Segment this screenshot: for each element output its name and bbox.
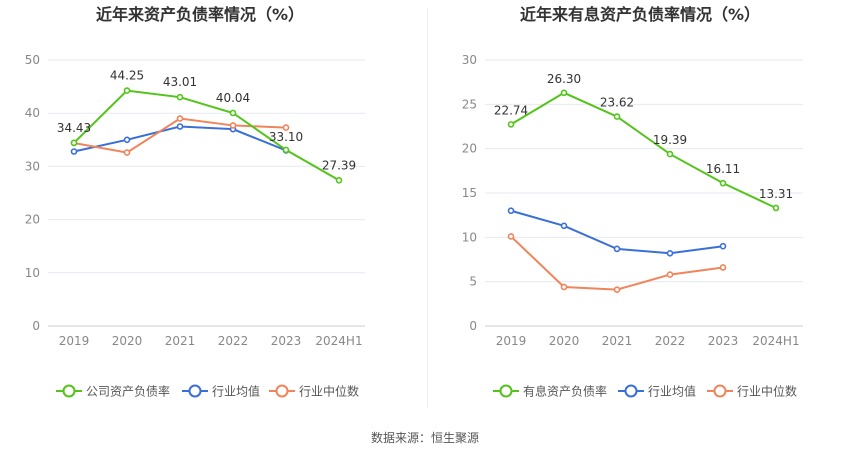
- data-point: [176, 93, 184, 101]
- data-point: [560, 283, 568, 291]
- data-point: [772, 204, 780, 212]
- x-tick-label: 2024H1: [752, 334, 799, 348]
- legend-label: 公司资产负债率: [86, 384, 170, 399]
- legend-item[interactable]: 公司资产负债率: [56, 384, 170, 399]
- legend-marker: [713, 384, 727, 398]
- data-point: [335, 176, 343, 184]
- chart-title: 近年来有息资产负债率情况（%）: [520, 5, 760, 24]
- legend-label: 有息资产负债率: [523, 384, 607, 399]
- x-tick-label: 2022: [655, 334, 686, 348]
- data-point: [123, 149, 131, 156]
- x-tick-label: 2021: [602, 334, 633, 348]
- y-tick-label: 20: [25, 213, 40, 227]
- y-tick-label: 5: [469, 275, 477, 289]
- y-tick-label: 15: [462, 186, 477, 200]
- chart-panel-2: 近年来有息资产负债率情况（%） 0 5 10 15 20 25 30 2019 2020 2021 2…: [462, 5, 803, 399]
- data-label: 23.62: [600, 96, 634, 110]
- data-point: [123, 87, 131, 94]
- legend-marker: [62, 384, 76, 398]
- data-point: [613, 286, 621, 293]
- data-point: [123, 136, 131, 144]
- y-tick-label: 40: [25, 106, 40, 120]
- data-label: 34.43: [57, 121, 91, 135]
- data-point: [719, 264, 727, 271]
- x-tick-label: 2020: [549, 334, 580, 348]
- data-point: [176, 115, 184, 122]
- data-point: [719, 179, 727, 187]
- data-label: 19.39: [653, 133, 687, 147]
- data-label: 26.30: [547, 72, 581, 86]
- x-tick-label: 2021: [165, 334, 196, 348]
- data-point: [70, 139, 78, 147]
- data-point: [666, 150, 674, 158]
- legend-label: 行业均值: [648, 384, 696, 399]
- legend-item[interactable]: 行业均值: [182, 384, 260, 399]
- y-tick-label: 20: [462, 142, 477, 156]
- legend-item[interactable]: 有息资产负债率: [493, 384, 607, 399]
- data-label: 27.39: [322, 158, 356, 172]
- data-label: 43.01: [163, 75, 197, 89]
- x-tick-label: 2019: [59, 334, 90, 348]
- data-label: 22.74: [494, 103, 528, 117]
- x-tick-label: 2019: [496, 334, 527, 348]
- x-tick-label: 2024H1: [315, 334, 362, 348]
- data-point: [560, 89, 568, 97]
- x-tick-label: 2020: [112, 334, 143, 348]
- data-source-note: 数据来源：恒生聚源: [370, 431, 479, 445]
- x-tick-label: 2023: [271, 334, 302, 348]
- data-point: [282, 146, 290, 154]
- legend-marker: [499, 384, 513, 398]
- x-tick-label: 2022: [218, 334, 249, 348]
- y-tick-label: 10: [462, 230, 477, 244]
- y-tick-label: 30: [462, 53, 477, 67]
- data-label: 33.10: [269, 130, 303, 144]
- data-point: [613, 245, 621, 253]
- data-point: [613, 113, 621, 120]
- y-tick-label: 50: [25, 53, 40, 67]
- y-tick-label: 25: [462, 97, 477, 111]
- y-tick-label: 30: [25, 159, 40, 173]
- legend-label: 行业中位数: [737, 384, 797, 399]
- data-point: [560, 222, 568, 230]
- data-point: [666, 249, 674, 257]
- legend-item[interactable]: 行业中位数: [707, 384, 797, 399]
- legend-item[interactable]: 行业均值: [618, 384, 696, 399]
- data-point: [229, 122, 237, 129]
- chart-panel-1: 近年来资产负债率情况（%） 0 10 20 30 40 50 2019 2020 2021 2022…: [25, 5, 365, 399]
- series-line: [73, 89, 340, 182]
- legend-item[interactable]: 行业中位数: [269, 384, 359, 399]
- data-point: [507, 121, 515, 128]
- data-point: [507, 207, 515, 215]
- data-point: [719, 242, 727, 250]
- legend-marker: [275, 384, 289, 398]
- data-point: [70, 148, 78, 155]
- data-point: [507, 233, 515, 240]
- data-point: [666, 271, 674, 278]
- legend-label: 行业中位数: [299, 384, 359, 399]
- x-tick-label: 2023: [708, 334, 739, 348]
- legend-marker: [188, 384, 202, 398]
- data-label: 44.25: [110, 69, 144, 83]
- data-label: 16.11: [706, 162, 740, 176]
- data-point: [282, 124, 290, 131]
- panel-divider: [427, 8, 428, 408]
- chart-title: 近年来资产负债率情况（%）: [96, 5, 304, 24]
- legend-marker: [624, 384, 638, 398]
- y-tick-label: 0: [32, 319, 40, 333]
- data-point: [229, 109, 237, 117]
- data-point: [176, 123, 184, 130]
- data-label: 40.04: [216, 91, 250, 105]
- data-label: 13.31: [759, 187, 793, 201]
- series-line: [510, 91, 777, 209]
- y-tick-label: 0: [469, 319, 477, 333]
- legend-label: 行业均值: [212, 384, 260, 399]
- y-tick-label: 10: [25, 266, 40, 280]
